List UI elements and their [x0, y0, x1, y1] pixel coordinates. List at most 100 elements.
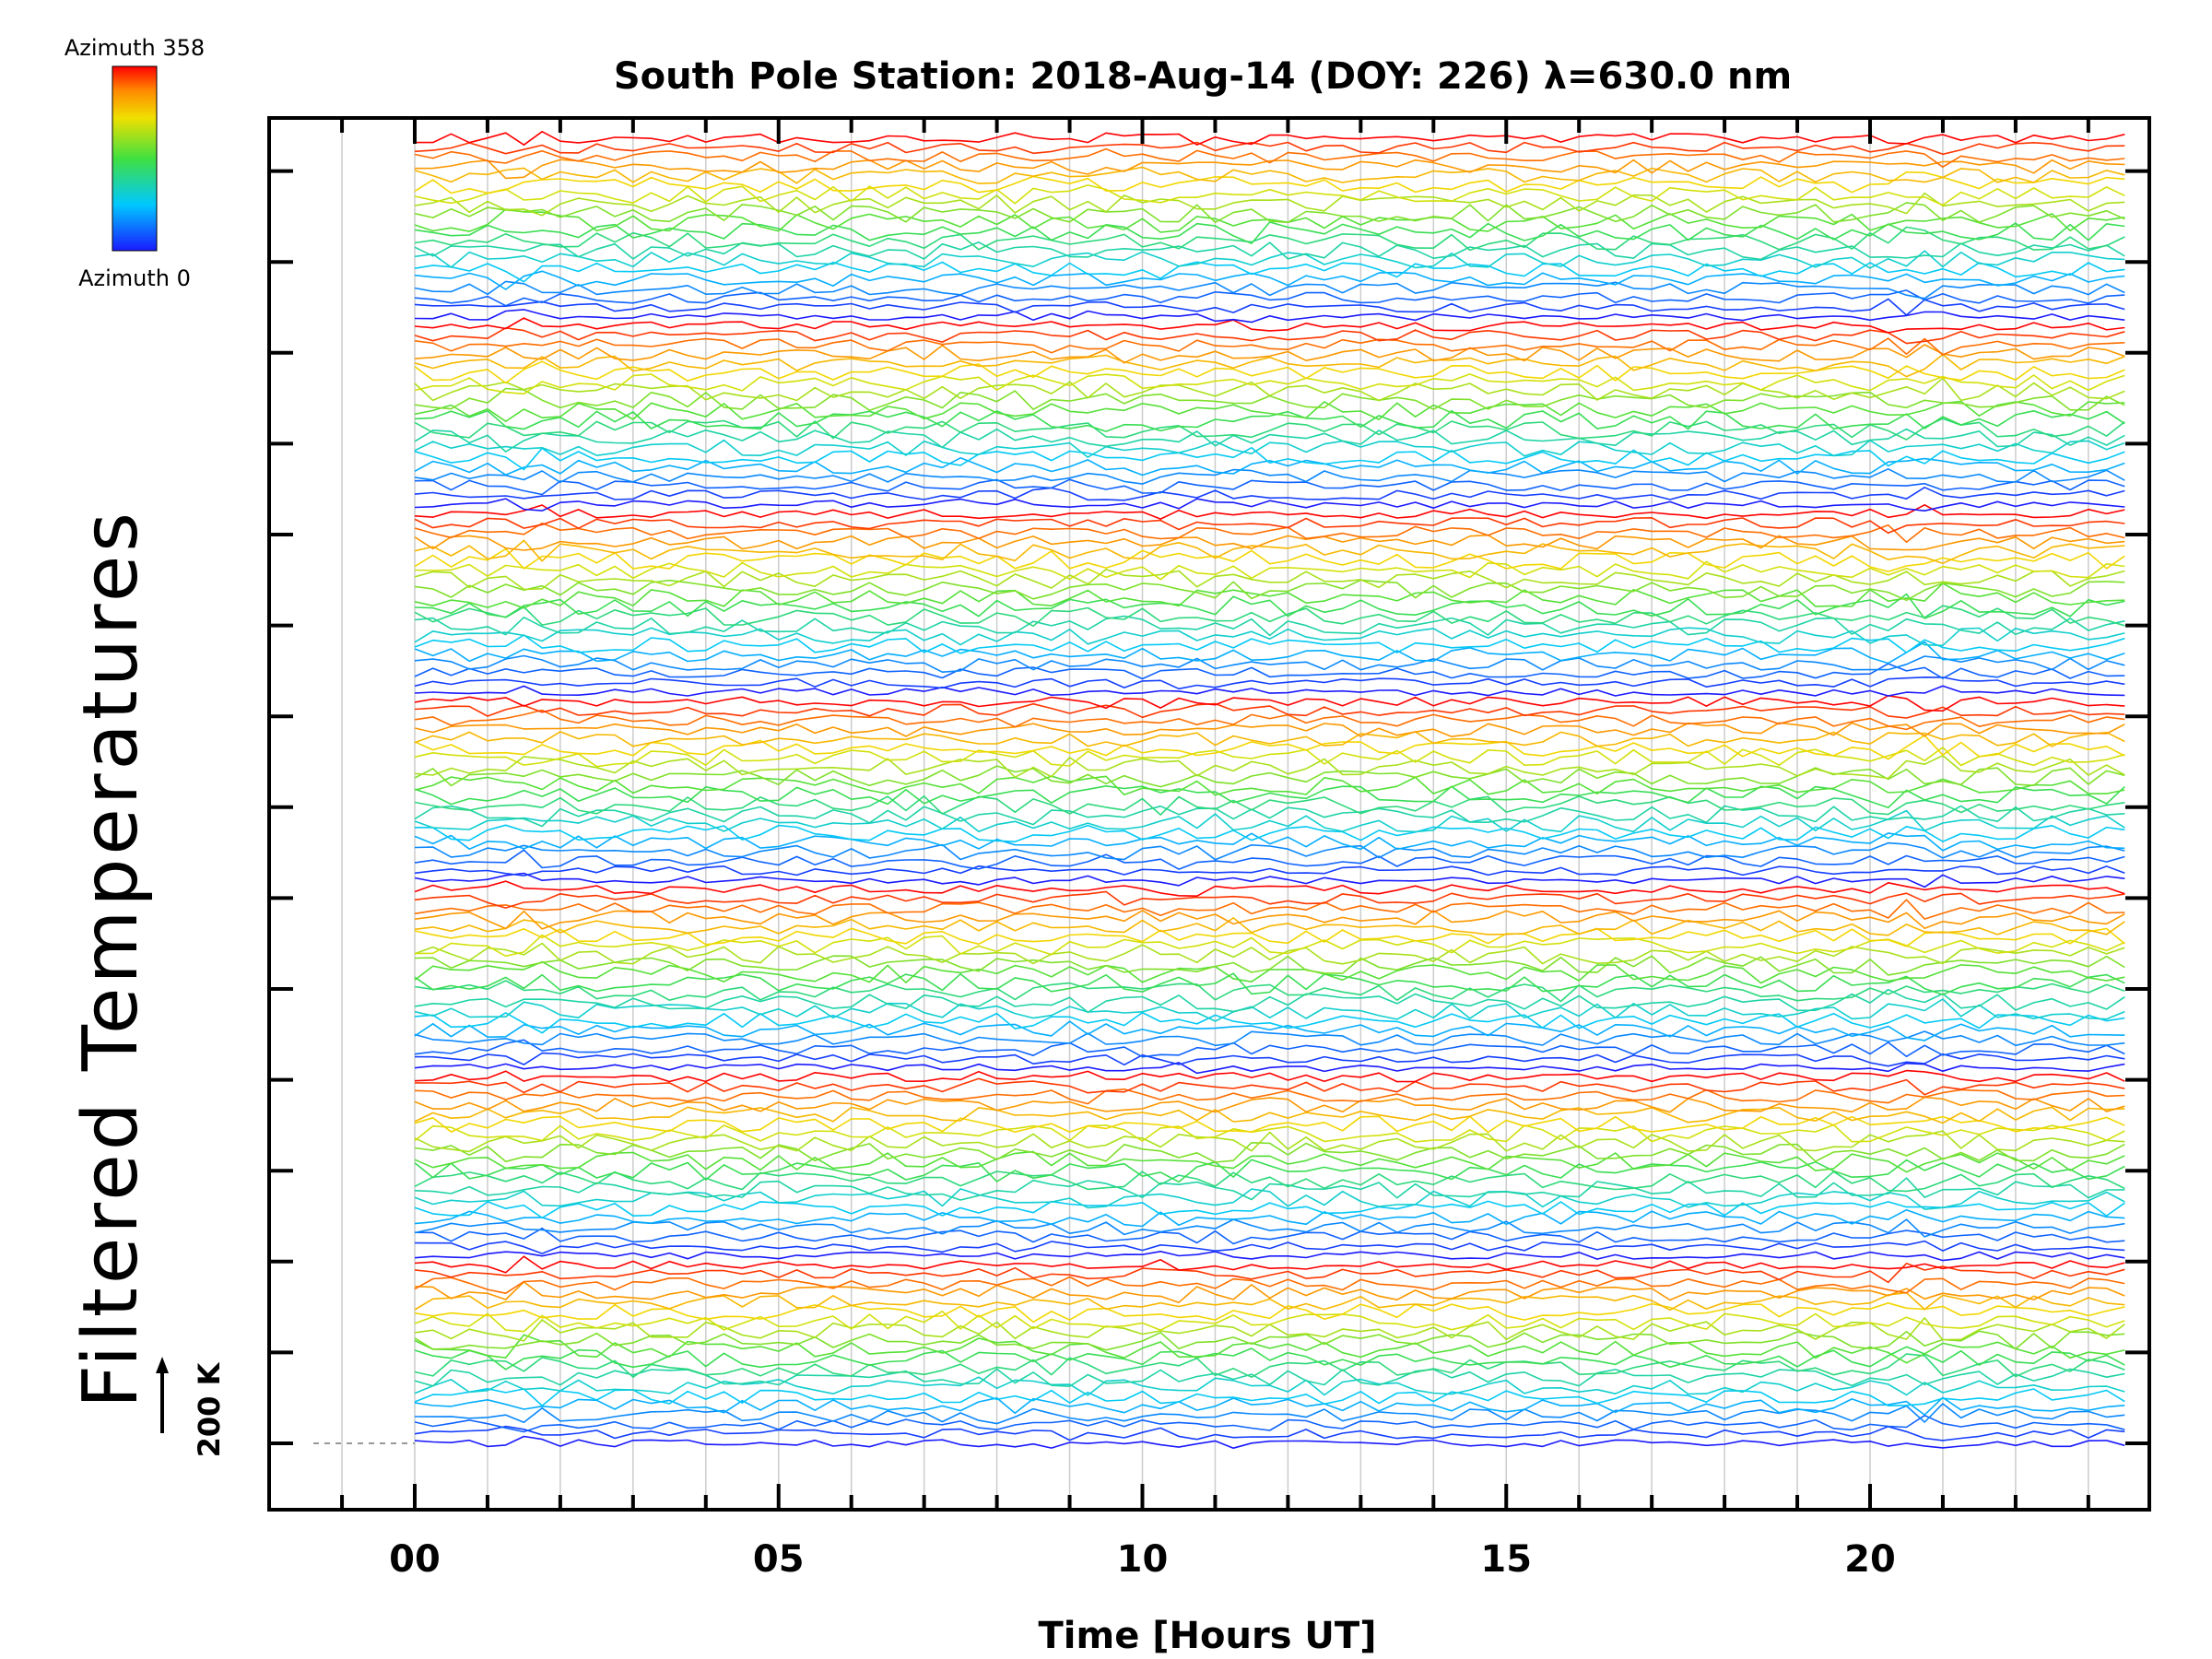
azimuth-trace	[414, 1069, 2125, 1083]
azimuth-trace	[414, 605, 2125, 628]
azimuth-trace	[414, 418, 2125, 441]
azimuth-trace	[414, 775, 2125, 796]
azimuth-trace	[414, 327, 2125, 345]
azimuth-trace	[414, 685, 2125, 697]
azimuth-trace	[414, 400, 2125, 422]
azimuth-trace	[414, 980, 2125, 1003]
azimuth-trace	[414, 702, 2125, 719]
azimuth-trace	[414, 184, 2125, 206]
x-tick-labels: 00 05 10 15 20	[389, 1538, 1896, 1581]
azimuth-trace	[414, 988, 2125, 1014]
azimuth-trace	[414, 1227, 2125, 1245]
azimuth-trace	[414, 627, 2125, 647]
scale-bar-label: 200 K	[192, 1361, 227, 1457]
azimuth-trace	[414, 722, 2125, 737]
azimuth-trace	[414, 377, 2125, 402]
azimuth-trace	[414, 1368, 2125, 1387]
azimuth-trace	[414, 1020, 2125, 1041]
x-tick-label: 10	[1117, 1538, 1169, 1581]
azimuth-trace	[414, 641, 2125, 665]
azimuth-trace	[414, 663, 2125, 680]
azimuth-trace	[414, 1106, 2125, 1124]
x-tick-label: 15	[1480, 1538, 1532, 1581]
azimuth-trace	[414, 487, 2125, 501]
azimuth-trace	[415, 131, 2125, 146]
azimuth-trace	[414, 1177, 2125, 1201]
azimuth-trace	[414, 1030, 2125, 1047]
azimuth-trace	[414, 1115, 2125, 1134]
azimuth-trace	[414, 1039, 2125, 1058]
azimuth-trace	[414, 809, 2125, 833]
azimuth-trace	[414, 634, 2125, 654]
azimuth-trace	[414, 849, 2125, 870]
azimuth-trace	[414, 387, 2125, 411]
azimuth-trace	[414, 409, 2125, 432]
azimuth-trace	[414, 1353, 2125, 1378]
azimuth-trace	[414, 579, 2125, 602]
azimuth-trace	[414, 147, 2125, 168]
azimuth-trace	[414, 899, 2125, 920]
azimuth-trace	[414, 1302, 2125, 1324]
azimuth-trace	[414, 560, 2125, 581]
azimuth-trace	[414, 171, 2125, 194]
azimuth-trace	[414, 910, 2125, 930]
azimuth-trace	[414, 654, 2125, 673]
azimuth-trace	[414, 522, 2125, 543]
azimuth-trace	[414, 1077, 2125, 1096]
azimuth-trace	[414, 1396, 2125, 1416]
azimuth-trace	[414, 192, 2125, 217]
azimuth-trace	[414, 841, 2125, 861]
azimuth-trace	[414, 241, 2125, 261]
azimuth-trace	[414, 439, 2125, 458]
azimuth-trace	[414, 917, 2125, 936]
azimuth-trace	[414, 344, 2125, 364]
azimuth-trace	[414, 709, 2125, 731]
azimuth-trace	[414, 615, 2125, 637]
azimuth-trace	[414, 755, 2125, 780]
azimuth-trace	[414, 677, 2125, 690]
azimuth-trace	[414, 298, 2125, 316]
azimuth-trace	[414, 785, 2125, 809]
azimuth-colorbar: Azimuth 358 Azimuth 0	[65, 35, 205, 291]
azimuth-trace	[414, 1052, 2125, 1067]
azimuth-trace	[414, 517, 2125, 535]
colorbar-top-label: Azimuth 358	[65, 35, 205, 61]
azimuth-trace	[414, 824, 2125, 842]
x-tick-label: 00	[389, 1538, 441, 1581]
azimuth-trace	[414, 735, 2125, 760]
azimuth-trace	[414, 805, 2125, 828]
azimuth-trace	[414, 159, 2125, 180]
azimuth-trace	[414, 998, 2125, 1022]
y-axis-label: Filtered Temperatures	[67, 509, 155, 1408]
azimuth-trace	[414, 270, 2125, 290]
azimuth-trace	[414, 337, 2125, 356]
azimuth-trace	[414, 547, 2125, 572]
azimuth-trace	[414, 1088, 2125, 1105]
azimuth-trace	[414, 317, 2125, 334]
azimuth-trace	[414, 832, 2125, 852]
x-axis-label: Time [Hours UT]	[1039, 1615, 1377, 1657]
azimuth-trace	[414, 353, 2125, 378]
azimuth-trace	[414, 569, 2125, 591]
azimuth-trace	[414, 1263, 2125, 1284]
azimuth-trace	[414, 955, 2125, 976]
azimuth-trace	[414, 250, 2125, 269]
azimuth-trace	[414, 1403, 2125, 1425]
azimuth-trace	[414, 360, 2125, 384]
azimuth-trace	[414, 1200, 2125, 1219]
colorbar-gradient	[112, 65, 158, 252]
azimuth-trace	[414, 880, 2125, 897]
azimuth-trace	[414, 1062, 2125, 1075]
azimuth-trace	[414, 309, 2125, 324]
azimuth-trace	[414, 890, 2125, 909]
azimuth-trace	[414, 428, 2125, 453]
azimuth-trace	[414, 1218, 2125, 1238]
series-traces	[414, 131, 2125, 1449]
azimuth-trace	[414, 478, 2125, 496]
azimuth-trace	[414, 1435, 2125, 1449]
azimuth-trace	[414, 166, 2125, 184]
plot-frame	[267, 116, 2151, 1512]
azimuth-trace	[414, 539, 2125, 564]
azimuth-trace	[414, 457, 2125, 477]
